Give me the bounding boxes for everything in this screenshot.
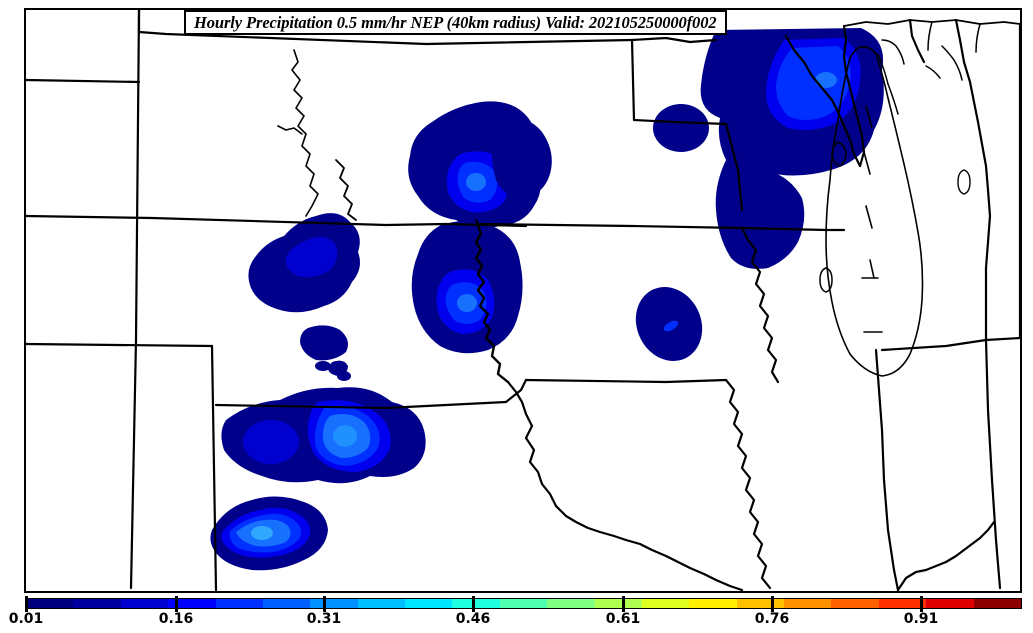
colorbar-tick-2 [323,596,326,612]
contour-specks [300,325,351,381]
colorbar-tick-labels: 0.01 0.16 0.31 0.46 0.61 0.76 0.91 [0,611,1033,631]
colorbar-band-0 [26,599,74,608]
colorbar-tick-1 [175,596,178,612]
contour-blob-nw-iowa [653,104,709,152]
contour-blob-western-kansas [210,496,328,571]
map-title-box: Hourly Precipitation 0.5 mm/hr NEP (40km… [184,10,727,35]
colorbar-band-18 [878,599,927,608]
colorbar-tick-label-2: 0.31 [306,611,342,627]
contour-blob-kansas-nebraska [221,387,426,484]
colorbar-ticks [0,596,1033,612]
colorbar-band-19 [926,599,974,608]
contour-blob-central-iowa [635,287,703,361]
colorbar-band-15 [736,599,784,608]
colorbar-tick-6 [920,596,923,612]
contour-blob-eastern-nebraska [411,220,523,354]
colorbar-container: 0.01 0.16 0.31 0.46 0.61 0.76 0.91 [0,593,1033,633]
colorbar-band-16 [784,599,832,608]
colorbar-band-17 [831,599,879,608]
map-canvas [26,10,1020,591]
colorbar-tick-label-1: 0.16 [158,611,194,627]
colorbar-band-2 [120,599,169,608]
colorbar-band-3 [168,599,216,608]
contour-blob-wisconsin [700,28,884,176]
colorbar-tick-4 [622,596,625,612]
colorbar-band-5 [262,599,311,608]
precipitation-contours [210,28,884,571]
colorbar-tick-label-6: 0.91 [903,611,939,627]
colorbar-tick-label-5: 0.76 [754,611,790,627]
colorbar-band-13 [641,599,690,608]
contour-blob-minnesota-lobe [491,117,552,198]
colorbar-tick-5 [771,596,774,612]
colorbar-tick-0 [25,596,28,612]
colorbar-band-10 [499,599,548,608]
colorbar-band-20 [973,599,1021,608]
colorbar-band-9 [452,599,500,608]
colorbar-band-14 [689,599,737,608]
colorbar-band-12 [594,599,642,608]
contour-blob-wisconsin-tail [715,160,805,269]
map-panel [24,8,1022,593]
colorbar-band-1 [73,599,121,608]
colorbar-band-8 [405,599,453,608]
colorbar-band-7 [357,599,405,608]
colorbar-band-4 [215,599,263,608]
colorbar-band-6 [310,599,358,608]
colorbar-tick-label-3: 0.46 [455,611,491,627]
colorbar-band-11 [547,599,595,608]
colorbar-tick-label-4: 0.61 [605,611,641,627]
colorbar-tick-label-0: 0.01 [8,611,44,627]
map-title-text: Hourly Precipitation 0.5 mm/hr NEP (40km… [194,12,717,32]
state-boundaries [26,10,1020,591]
colorbar-tick-3 [472,596,475,612]
contour-blob-central-nebraska [248,213,360,313]
